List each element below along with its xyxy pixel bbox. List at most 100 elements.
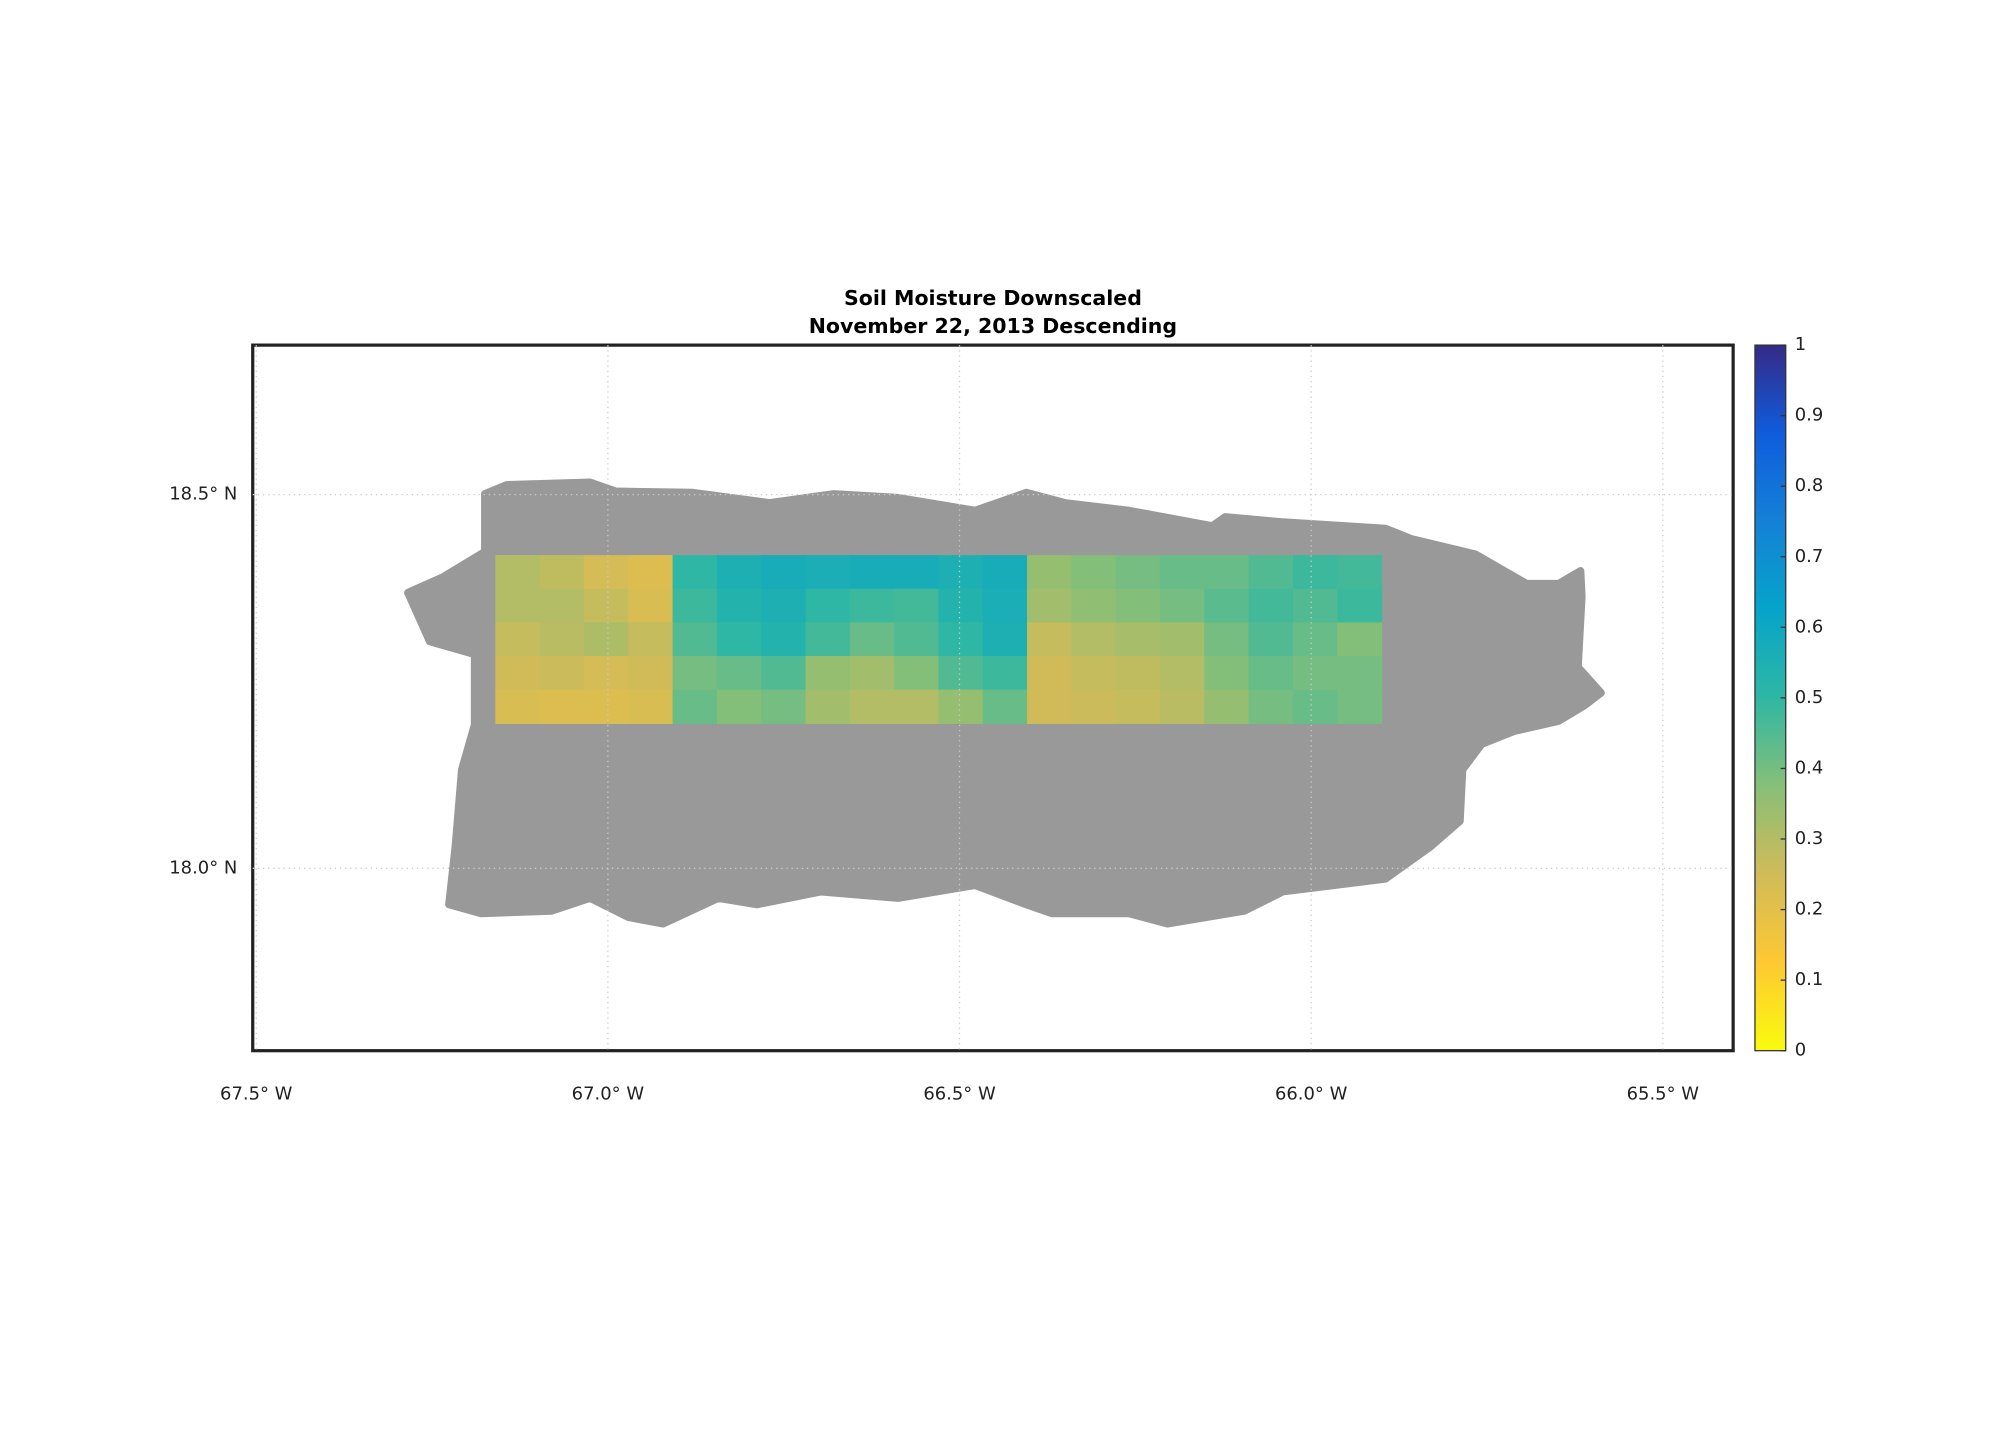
heatmap-cell xyxy=(1292,555,1338,590)
heatmap-cell xyxy=(849,555,895,590)
heatmap-cell xyxy=(1204,588,1250,624)
heatmap-cell xyxy=(495,689,541,724)
x-tick-label: 65.5° W xyxy=(1627,1083,1700,1104)
heatmap-cell xyxy=(539,555,585,590)
heatmap-cell xyxy=(1337,656,1383,691)
colorbar-tick-label: 0.7 xyxy=(1795,546,1824,567)
heatmap-cell xyxy=(1071,622,1117,657)
heatmap-cell xyxy=(938,588,984,624)
heatmap-cell xyxy=(1115,588,1161,624)
heatmap-cell xyxy=(894,656,940,691)
heatmap-cell xyxy=(583,588,629,624)
heatmap-cell xyxy=(539,622,585,657)
heatmap-cell xyxy=(1337,555,1383,590)
heatmap-cell xyxy=(805,622,851,657)
heatmap-cell xyxy=(716,555,762,590)
heatmap-cell xyxy=(628,622,674,657)
heatmap-cell xyxy=(1204,555,1250,590)
heatmap-cell xyxy=(628,555,674,590)
colorbar-tick-label: 0.8 xyxy=(1795,475,1824,496)
heatmap-cell xyxy=(1248,656,1294,691)
heatmap-cell xyxy=(1292,656,1338,691)
heatmap-cell xyxy=(805,588,851,624)
heatmap-cell xyxy=(849,689,895,724)
heatmap-cell xyxy=(849,622,895,657)
heatmap-cell xyxy=(1248,555,1294,590)
heatmap-cell xyxy=(1159,656,1205,691)
heatmap-cell xyxy=(539,588,585,624)
heatmap-cell xyxy=(1159,555,1205,590)
colorbar-tick-label: 0 xyxy=(1795,1040,1806,1061)
heatmap-cell xyxy=(982,622,1028,657)
heatmap-cell xyxy=(716,588,762,624)
heatmap-cell xyxy=(805,689,851,724)
heatmap-cell xyxy=(1248,689,1294,724)
heatmap-cell xyxy=(716,689,762,724)
heatmap-cell xyxy=(1115,555,1161,590)
heatmap-cell xyxy=(1071,555,1117,590)
heatmap-cell xyxy=(1204,622,1250,657)
heatmap-cell xyxy=(1027,656,1072,691)
heatmap-cell xyxy=(495,588,541,624)
y-tick-label: 18.0° N xyxy=(169,857,237,878)
heatmap-cell xyxy=(1027,588,1072,624)
colorbar-tick-label: 1 xyxy=(1795,334,1806,355)
colorbar-tick-label: 0.5 xyxy=(1795,687,1824,708)
heatmap-cell xyxy=(495,555,541,590)
heatmap-cell xyxy=(583,689,629,724)
heatmap-cell xyxy=(938,622,984,657)
heatmap-cell xyxy=(1292,588,1338,624)
heatmap-cell xyxy=(1071,689,1117,724)
heatmap-cell xyxy=(1248,588,1294,624)
map-frame xyxy=(251,343,1735,1053)
heatmap-cell xyxy=(805,656,851,691)
heatmap-cell xyxy=(761,656,807,691)
x-tick-label: 66.0° W xyxy=(1275,1083,1348,1104)
heatmap-cell xyxy=(672,689,718,724)
heatmap-cell xyxy=(1027,689,1072,724)
heatmap-cell xyxy=(716,622,762,657)
heatmap-cell xyxy=(849,588,895,624)
heatmap-cell xyxy=(894,689,940,724)
heatmap-cell xyxy=(1071,588,1117,624)
heatmap-cell xyxy=(1248,622,1294,657)
heatmap-cell xyxy=(1337,689,1383,724)
heatmap-cell xyxy=(761,588,807,624)
x-tick-label: 66.5° W xyxy=(923,1083,996,1104)
colorbar-tick-label: 0.6 xyxy=(1795,616,1824,637)
heatmap-cell xyxy=(1115,622,1161,657)
heatmap-cell xyxy=(1159,588,1205,624)
heatmap-cell xyxy=(1292,689,1338,724)
heatmap-cell xyxy=(894,622,940,657)
heatmap-cell xyxy=(672,656,718,691)
heatmap-cell xyxy=(539,689,585,724)
heatmap-cell xyxy=(938,689,984,724)
colorbar-tick-label: 0.3 xyxy=(1795,828,1824,849)
colorbar-tick-label: 0.1 xyxy=(1795,969,1824,990)
heatmap-cell xyxy=(1204,689,1250,724)
heatmap-cell xyxy=(761,555,807,590)
heatmap-cell xyxy=(583,622,629,657)
heatmap-cell xyxy=(938,656,984,691)
heatmap-cell xyxy=(1159,622,1205,657)
colorbar-tick-label: 0.9 xyxy=(1795,405,1824,426)
heatmap-cell xyxy=(849,656,895,691)
heatmap-cell xyxy=(672,555,718,590)
colorbar-tick-label: 0.4 xyxy=(1795,757,1824,778)
y-tick-label: 18.5° N xyxy=(169,484,237,505)
heatmap-cell xyxy=(982,689,1028,724)
heatmap-cell xyxy=(1337,622,1383,657)
heatmap-cell xyxy=(1159,689,1205,724)
heatmap xyxy=(495,555,1383,724)
heatmap-cell xyxy=(761,622,807,657)
heatmap-cell xyxy=(1337,588,1383,624)
heatmap-cell xyxy=(982,555,1028,590)
heatmap-cell xyxy=(583,656,629,691)
heatmap-cell xyxy=(539,656,585,691)
chart-subtitle: November 22, 2013 Descending xyxy=(809,314,1177,338)
heatmap-cell xyxy=(495,622,541,657)
heatmap-cell xyxy=(583,555,629,590)
x-tick-label: 67.0° W xyxy=(572,1083,645,1104)
heatmap-cell xyxy=(628,656,674,691)
